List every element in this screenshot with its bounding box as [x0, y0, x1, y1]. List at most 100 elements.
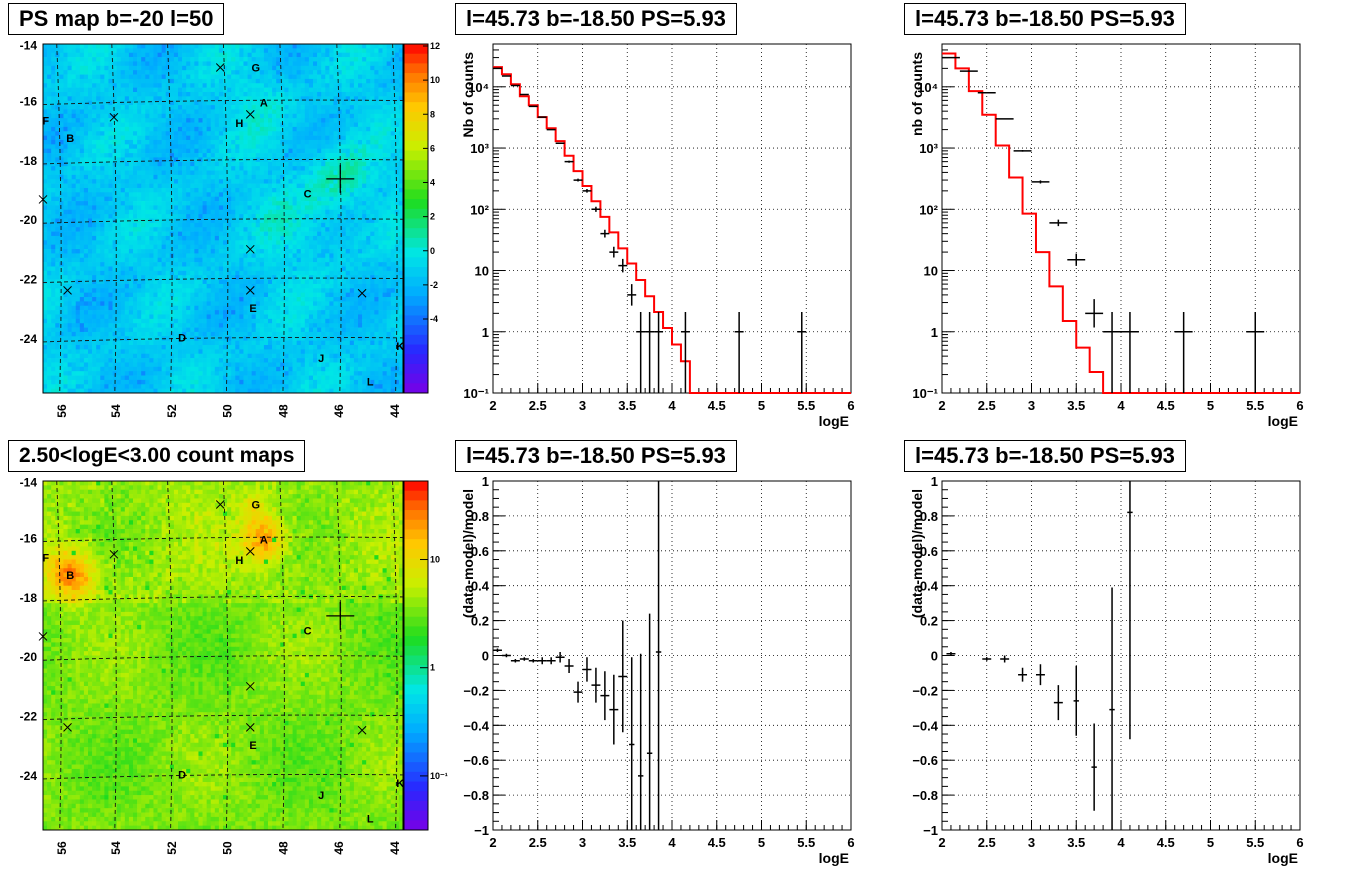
ps-map-colorbar-tick-label: 6 [430, 143, 435, 153]
residual-2-y-tick-label: −1 [923, 823, 938, 838]
residual-1-data-point [609, 674, 619, 745]
ps-map-x-tick-label: 44 [388, 404, 402, 418]
spectrum-2-x-tick-label: 3.5 [1067, 398, 1085, 413]
spectrum-1-data-point [645, 312, 655, 393]
spectrum-2-data-point [1031, 180, 1050, 184]
spectrum-1-data-point [573, 178, 583, 182]
residual-1-data-point [555, 652, 565, 663]
spectrum-2-data-point [1246, 312, 1265, 393]
count-map-cells [43, 481, 404, 831]
spectrum-1-data-point [546, 128, 556, 131]
residual-2-y-tick-label: −0.2 [912, 683, 938, 698]
ps-map-source-label: K [396, 341, 404, 353]
residual-1-x-tick-label: 3.5 [618, 835, 636, 850]
spectrum-2-y-tick-label: 10⁻¹ [912, 386, 938, 401]
ps-map-y-tick-label: -16 [20, 95, 38, 109]
spectrum-1-data-point [680, 312, 690, 393]
ps-map-source-cross [245, 110, 255, 119]
ps-map-x-tick-label: 50 [221, 404, 235, 418]
residual-2-x-tick-label: 4.5 [1157, 835, 1175, 850]
ps-map-colorbar-tick-label: 8 [430, 109, 435, 119]
ps-map-y-tick-label: -22 [20, 273, 38, 287]
count-map-source-label: K [396, 778, 404, 790]
spectrum-2-y-tick-label: 10⁴ [917, 80, 938, 95]
residual-1-x-tick-label: 4.5 [708, 835, 726, 850]
count-map-y-tick-label: -20 [20, 650, 38, 664]
residual-1-y-tick-label: 0.6 [471, 544, 489, 559]
count-map-x-tick-label: 46 [332, 841, 346, 855]
residual-1-y-axis-label: (data-model)/model [460, 489, 476, 618]
residual-2-x-tick-label: 3 [1028, 835, 1035, 850]
spectrum-1-data-point [591, 206, 601, 212]
count-map-source-cross [245, 722, 255, 732]
residual-2-data-point [1035, 664, 1045, 686]
count-map-source-label: E [249, 740, 256, 752]
residual-1-data-point [519, 657, 529, 661]
ps-map-colorbar-frame [403, 43, 429, 394]
spectrum-2-data-point [1174, 312, 1193, 393]
spectrum-1-data-point [582, 189, 592, 193]
residual-1-data-point [546, 657, 556, 665]
count-map-x-tick-label: 48 [276, 841, 290, 855]
residual-2-data-point [982, 657, 992, 661]
count-map-x-tick-label: 54 [109, 841, 123, 855]
spectrum-1-data-point [654, 312, 664, 393]
ps-map-x-tick-label: 56 [55, 404, 69, 418]
spectrum-1-x-tick-label: 6 [847, 398, 854, 413]
spectrum-1-data-point [797, 312, 807, 393]
spectrum-1-title: l=45.73 b=-18.50 PS=5.93 [455, 3, 737, 35]
spectrum-2-data-point [977, 91, 996, 94]
spectrum-1-y-tick-label: 10³ [470, 141, 489, 156]
residual-2-y-tick-label: 0.8 [920, 509, 938, 524]
ps-map-source-cross [38, 195, 48, 204]
residual-2-x-tick-label: 3.5 [1067, 835, 1085, 850]
spectrum-2-y-axis-label: nb of counts [909, 52, 925, 136]
residual-1-data-point [501, 653, 511, 658]
spectrum-2-model-line [942, 52, 1300, 394]
residual-1-grid [493, 481, 851, 830]
residual-2-y-tick-label: −0.8 [912, 788, 938, 803]
ps-map-source-cross [109, 112, 119, 122]
spectrum-1-x-tick-label: 2.5 [529, 398, 547, 413]
residual-2-y-tick-label: 0 [931, 649, 938, 664]
spectrum-1-data-point [636, 312, 646, 393]
count-map-x-tick-label: 50 [221, 841, 235, 855]
residual-2-grid [942, 481, 1300, 830]
residual-1-y-tick-label: 0 [482, 649, 489, 664]
residual-1-y-tick-label: 0.8 [471, 509, 489, 524]
residual-2-x-tick-label: 6 [1296, 835, 1303, 850]
ps-map-best-position-marker [326, 164, 355, 193]
residual-2-x-tick-label: 5 [1207, 835, 1214, 850]
residual-1-data-point [493, 648, 502, 653]
ps-map-colorbar-tick-label: 0 [430, 246, 435, 256]
residual-1-data-point [537, 657, 547, 665]
spectrum-1-y-tick-label: 10⁻¹ [463, 386, 489, 401]
residual-1-x-tick-label: 2.5 [529, 835, 547, 850]
count-map-frame [42, 480, 404, 831]
spectrum-2-data-point [1013, 149, 1032, 152]
ps-map-colorbar-tick-label: 4 [430, 178, 435, 188]
count-map-source-cross [63, 722, 72, 732]
spectrum-1-data-point [537, 116, 547, 118]
count-map-y-tick-label: -14 [20, 476, 38, 490]
ps-map-colorbar-tick-label: -2 [430, 280, 438, 290]
ps-map-source-label: C [304, 189, 312, 201]
residual-1-x-tick-label: 3 [579, 835, 586, 850]
spectrum-2-y-tick-label: 10 [924, 264, 938, 279]
residual-2-y-tick-label: 1 [931, 474, 938, 489]
count-map-source-label: H [235, 555, 243, 567]
ps-map-source-label: H [235, 118, 243, 130]
residual-2-y-tick-label: 0.2 [920, 614, 938, 629]
count-map-x-tick-label: 44 [388, 841, 402, 855]
count-map-x-tick-label: 56 [55, 841, 69, 855]
residual-1-data-point [573, 681, 583, 703]
ps-map-colorbar-tick-label: -4 [430, 314, 438, 324]
ps-map-y-tick-label: -24 [20, 332, 38, 346]
residual-2-x-tick-label: 2 [938, 835, 945, 850]
residual-1-data-point [564, 658, 574, 673]
count-map-x-tick-label: 52 [165, 841, 179, 855]
count-map-source-label: C [304, 626, 312, 638]
residual-2-y-tick-label: −0.4 [912, 718, 938, 733]
residual-2-y-tick-label: −0.6 [912, 753, 938, 768]
